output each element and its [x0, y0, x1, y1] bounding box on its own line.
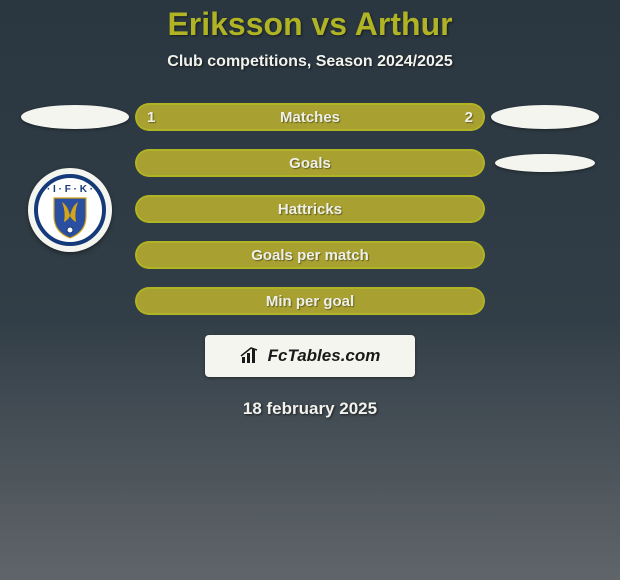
- chart-icon: [240, 347, 262, 365]
- svg-text:· I · F · K ·: · I · F · K ·: [47, 184, 93, 195]
- stat-left-side: [15, 105, 135, 129]
- stat-label: Goals per match: [135, 241, 485, 269]
- stat-label: Min per goal: [135, 287, 485, 315]
- stat-label: Matches: [135, 103, 485, 131]
- club-badge: · I · F · K ·: [28, 168, 112, 252]
- stat-label: Hattricks: [135, 195, 485, 223]
- stat-label: Goals: [135, 149, 485, 177]
- stat-bar: Hattricks: [135, 195, 485, 223]
- stat-right-side: [485, 154, 605, 172]
- stat-row: Min per goal: [0, 287, 620, 315]
- branding-box[interactable]: FcTables.com: [205, 335, 415, 377]
- stat-row: 12Matches: [0, 103, 620, 131]
- subtitle: Club competitions, Season 2024/2025: [0, 53, 620, 71]
- player-marker-left: [21, 105, 129, 129]
- branding-text: FcTables.com: [268, 346, 381, 366]
- stat-row: Goals: [0, 149, 620, 177]
- player-marker-right: [495, 154, 595, 172]
- club-crest-icon: · I · F · K ·: [34, 174, 106, 246]
- page-title: Eriksson vs Arthur: [0, 6, 620, 43]
- date-text: 18 february 2025: [0, 399, 620, 419]
- stat-bar: Goals: [135, 149, 485, 177]
- player-marker-right: [491, 105, 599, 129]
- stat-bar: Goals per match: [135, 241, 485, 269]
- stat-bar: 12Matches: [135, 103, 485, 131]
- stat-right-side: [485, 105, 605, 129]
- stat-bar: Min per goal: [135, 287, 485, 315]
